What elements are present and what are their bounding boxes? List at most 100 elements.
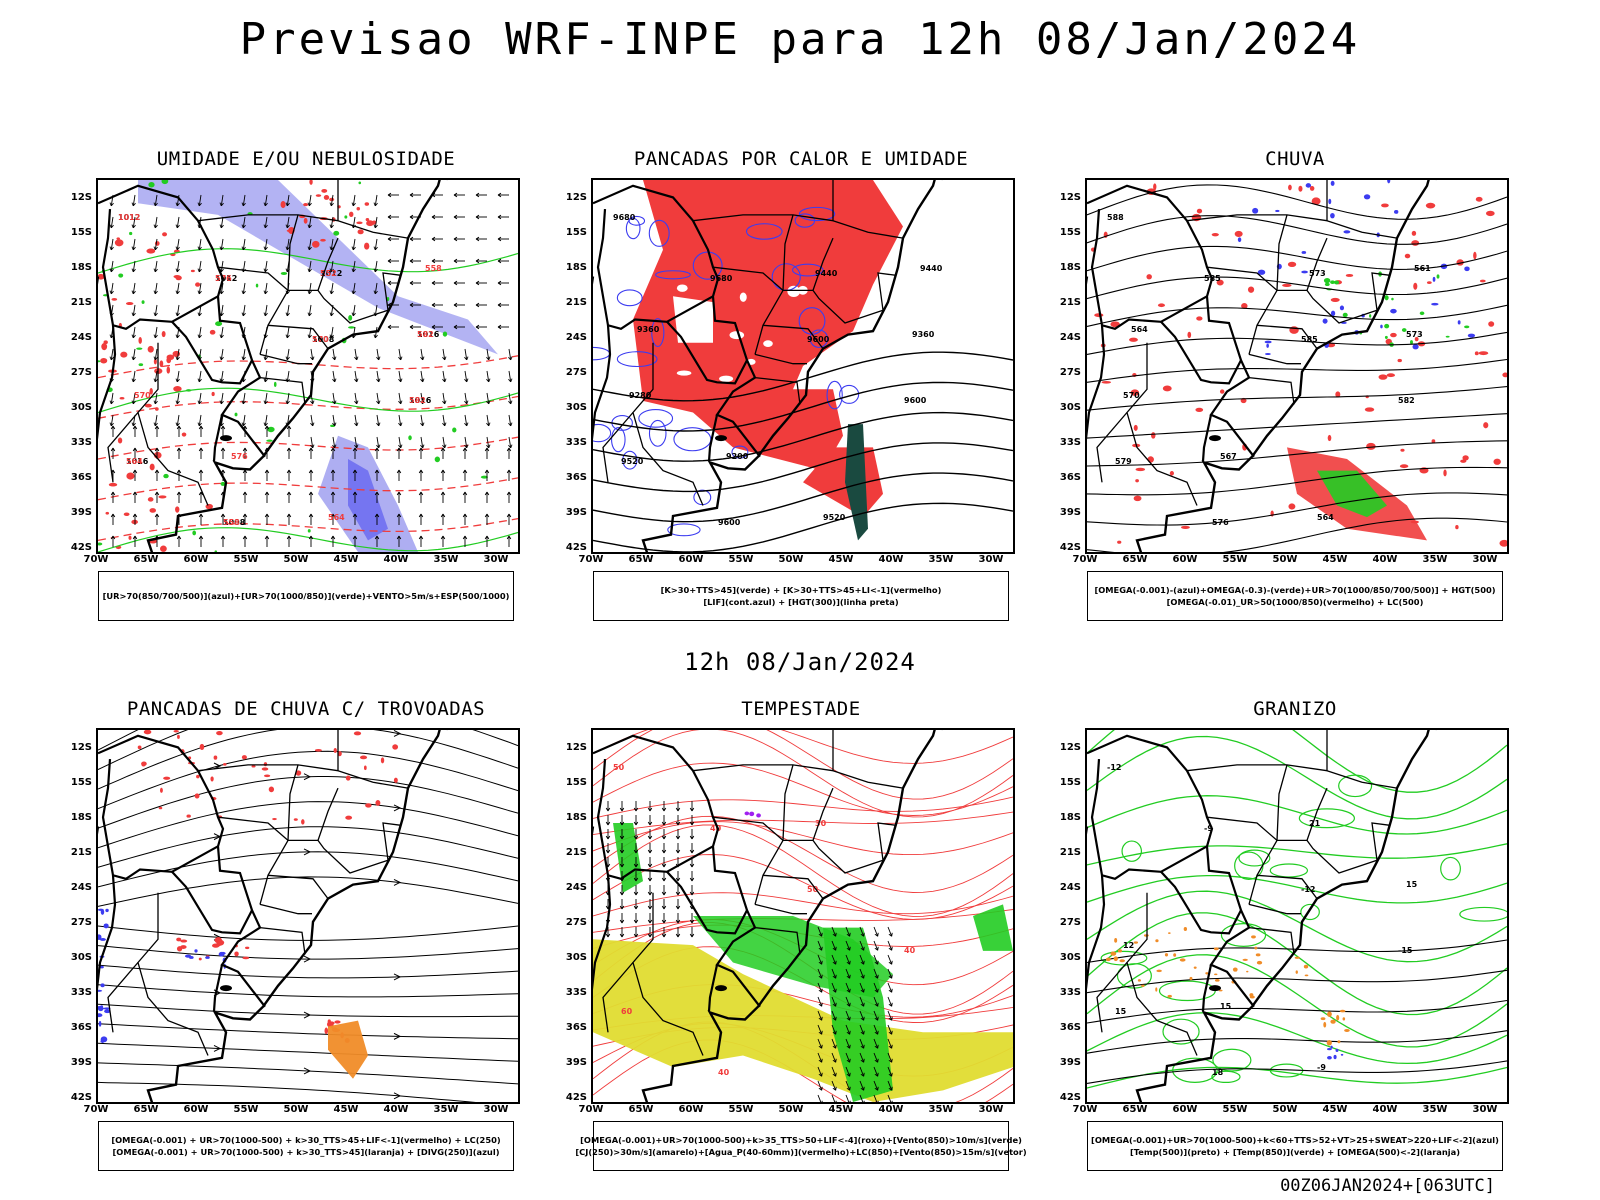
wind-vector-head [109,202,114,207]
wind-vector-head [154,425,160,430]
lif-contour [648,419,667,447]
wind-vector-head [689,849,695,854]
wind-vector-head [330,447,336,452]
wind-vector [374,260,378,272]
wind-vector [154,238,158,250]
streamline-arrow [303,1011,312,1019]
wind-vector [817,1010,823,1021]
field-cell [375,799,381,806]
longitude-label: 65W [133,554,159,565]
field-cell [1241,302,1248,309]
wind-vector-head [464,400,469,405]
wind-vector [817,1024,823,1035]
field-cell [196,774,200,779]
latitude-label: 27S [565,917,587,928]
contour-label: 576 [1212,518,1229,527]
wind-vector-head [475,324,480,330]
state-border [267,324,329,349]
state-border [1186,180,1328,222]
low-level-jet-area [613,823,643,893]
latitude-label: 27S [1059,917,1081,928]
wind-vector [374,194,378,206]
wind-vector [831,1080,837,1091]
wind-vector-head [198,425,204,430]
field-cell [333,230,340,236]
wind-vector [354,436,358,448]
contour-label: 50 [613,763,625,772]
wind-vector-head [329,334,334,339]
field-cell [1426,281,1432,284]
field-cell [1117,949,1122,953]
wind-vector-head [285,224,290,229]
country-border [1087,875,1106,990]
wind-vector-head [647,863,653,868]
state-border [1096,412,1128,483]
wind-vector-head [819,1100,823,1102]
wind-vector-head [418,513,424,518]
field-cell [194,793,200,799]
wind-vector [220,238,224,250]
field-cell [329,197,335,202]
temp850-loop [1300,903,1320,921]
wind-vector [264,304,268,316]
country-border [101,759,219,880]
streamline [98,1081,476,1102]
wind-vector-head [374,469,380,474]
wind-vector-head [263,268,268,273]
wind-vector-head [431,302,436,308]
field-cell [1334,280,1340,285]
contour-label: 9680 [710,274,733,283]
field-cell [1141,984,1145,987]
latitude-label: 12S [70,742,92,753]
field-cell [1173,953,1177,957]
wind-vector [817,954,823,965]
state-border [632,342,704,506]
wind-vector [398,392,402,404]
wind-vector-head [860,1044,865,1049]
wind-vector [286,304,290,316]
wind-vector-head [860,1002,865,1007]
field-cell [348,314,353,321]
field-cell [1105,957,1111,962]
field-cell [223,762,227,766]
legend-line: [CJ(250)>30m/s](amarelo)+[Agua_P(40-60mm… [575,1147,1027,1157]
field-cell [1445,335,1450,338]
wind-vector [220,326,224,338]
field-cell [480,475,488,479]
wind-vector [859,982,865,993]
wind-vector-head [486,400,491,405]
contour-label: 1016 [126,457,149,466]
field-cell [1335,391,1341,398]
wind-vector [332,436,336,448]
state-border [107,412,139,483]
wind-vector-head [310,444,315,449]
hail-blue-cells [1327,1045,1344,1060]
wind-vector-head [373,268,378,273]
panel-legend: [K>30+TTS>45](verde) + [K>30+TTS>45+LI<-… [593,571,1009,621]
omega-orange-cells-sea [1320,1009,1350,1046]
wind-vector-head [153,422,158,427]
wind-vector [398,348,402,360]
field-cell [1264,340,1272,344]
streamline [98,984,518,998]
wind-vector [308,260,312,272]
wind-vector [873,926,879,937]
wind-vector-head [818,946,823,951]
wind-vector-head [431,214,436,220]
wind-vector [242,348,246,360]
wind-vector [831,982,837,993]
country-border [666,321,748,385]
wind-vector [354,392,358,404]
wind-vector [887,1052,893,1063]
wind-vector-head [110,425,116,430]
field-cell [100,1040,105,1043]
field-cell [1425,202,1436,209]
wind-vector [198,414,202,426]
wind-vector-head [175,356,180,361]
wind-vector-head [409,192,414,198]
latitude-label: 21S [565,847,587,858]
field-cell [159,360,164,368]
wind-vector-head [418,469,424,474]
wind-vector-head [263,246,268,251]
wind-vector [110,216,114,228]
